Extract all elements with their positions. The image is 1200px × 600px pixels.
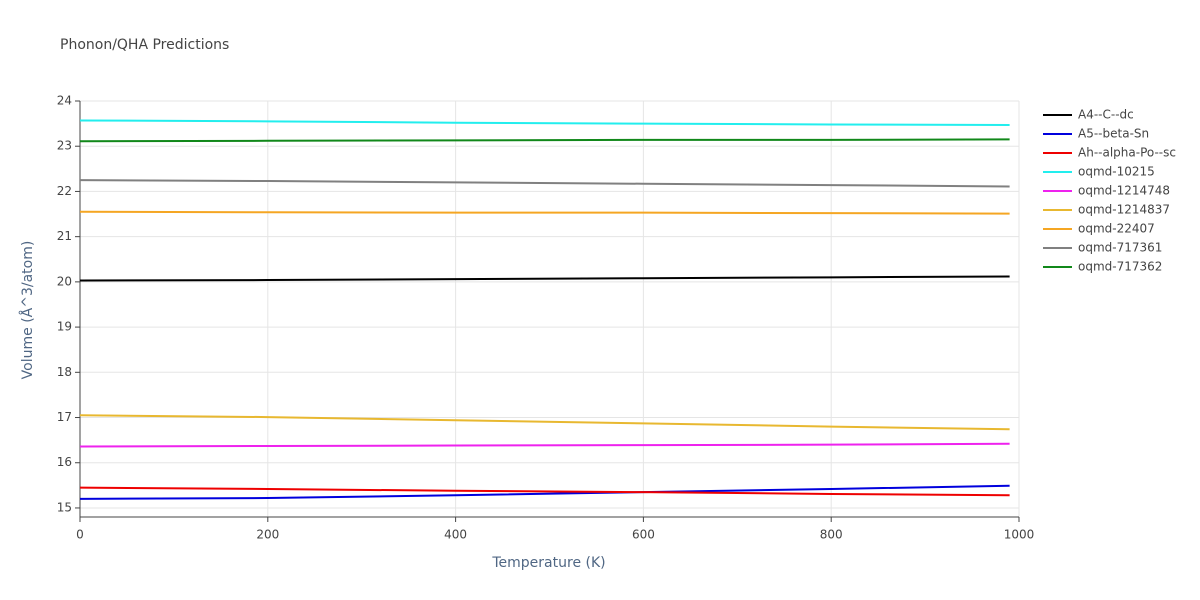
series-line: [79, 138, 1010, 143]
y-axis-title: Volume (Å^3/atom): [19, 241, 36, 380]
chart-title: Phonon/QHA Predictions: [60, 37, 229, 53]
x-tick-label: 800: [820, 528, 843, 542]
x-tick-label: 200: [256, 528, 279, 542]
legend-label: oqmd-22407: [1078, 222, 1155, 236]
series-line: [79, 484, 1010, 500]
series-line: [79, 414, 1010, 431]
legend-label: A4--C--dc: [1078, 108, 1134, 122]
y-tick-label: 17: [57, 410, 72, 424]
x-tick-label: 600: [632, 528, 655, 542]
series-line: [79, 210, 1010, 215]
plot-area: 0 200 400 600 800 1000 15 16 17 18 19 20 21 22 23 24: [57, 94, 1035, 542]
y-tick-label: 21: [57, 229, 72, 243]
series-line: [79, 486, 1010, 497]
x-tick-label: 1000: [1004, 528, 1035, 542]
legend-label: A5--beta-Sn: [1078, 127, 1149, 141]
series-line: [79, 179, 1010, 188]
legend-label: oqmd-717362: [1078, 260, 1162, 274]
y-tick-label: 16: [57, 455, 72, 469]
legend: A4--C--dc A5--beta-Sn Ah--alpha-Po--sc oqmd…: [1043, 108, 1176, 274]
legend-label: Ah--alpha-Po--sc: [1078, 146, 1176, 160]
series-line: [79, 119, 1010, 126]
y-tick-label: 18: [57, 365, 72, 379]
legend-label: oqmd-1214837: [1078, 203, 1170, 217]
legend-label: oqmd-10215: [1078, 165, 1155, 179]
y-tick-label: 22: [57, 184, 72, 198]
y-tick-label: 24: [57, 94, 72, 108]
y-tick-label: 20: [57, 274, 72, 288]
x-axis-title: Temperature (K): [491, 555, 605, 571]
y-tick-label: 15: [57, 500, 72, 514]
series-line: [79, 275, 1010, 282]
y-tick-label: 23: [57, 139, 72, 153]
legend-label: oqmd-1214748: [1078, 184, 1170, 198]
x-tick-label: 400: [444, 528, 467, 542]
series-line: [79, 442, 1010, 448]
x-tick-label: 0: [76, 528, 84, 542]
y-tick-label: 19: [57, 320, 72, 334]
legend-label: oqmd-717361: [1078, 241, 1162, 255]
